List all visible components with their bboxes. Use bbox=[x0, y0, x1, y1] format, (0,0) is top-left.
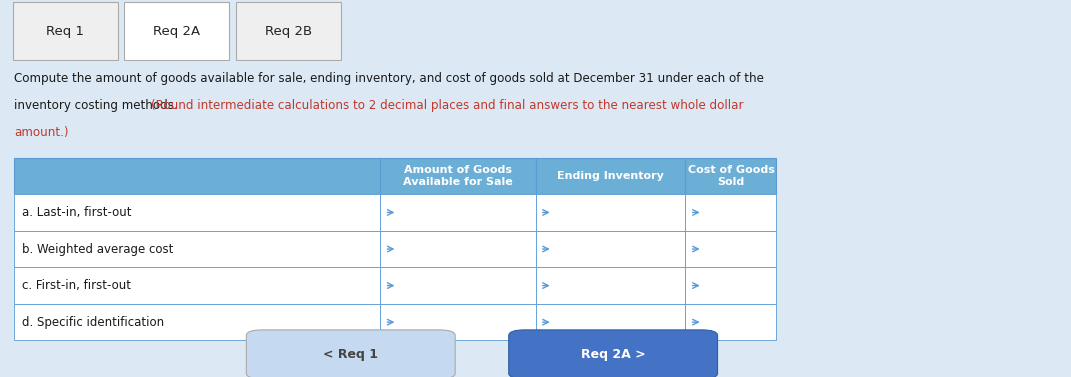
FancyBboxPatch shape bbox=[685, 158, 776, 194]
FancyBboxPatch shape bbox=[509, 330, 718, 377]
Text: Amount of Goods
Available for Sale: Amount of Goods Available for Sale bbox=[403, 165, 513, 187]
FancyBboxPatch shape bbox=[685, 267, 776, 304]
FancyBboxPatch shape bbox=[14, 304, 380, 340]
FancyBboxPatch shape bbox=[380, 194, 536, 231]
Text: Req 1: Req 1 bbox=[46, 25, 85, 38]
FancyBboxPatch shape bbox=[0, 61, 1071, 155]
Text: < Req 1: < Req 1 bbox=[323, 348, 378, 361]
FancyBboxPatch shape bbox=[236, 2, 341, 60]
Text: Cost of Goods
Sold: Cost of Goods Sold bbox=[688, 165, 774, 187]
FancyBboxPatch shape bbox=[685, 231, 776, 267]
Text: c. First-in, first-out: c. First-in, first-out bbox=[22, 279, 132, 292]
FancyBboxPatch shape bbox=[685, 194, 776, 231]
FancyBboxPatch shape bbox=[14, 231, 380, 267]
FancyBboxPatch shape bbox=[380, 231, 536, 267]
FancyBboxPatch shape bbox=[536, 194, 685, 231]
FancyBboxPatch shape bbox=[685, 304, 776, 340]
FancyBboxPatch shape bbox=[536, 231, 685, 267]
FancyBboxPatch shape bbox=[380, 267, 536, 304]
FancyBboxPatch shape bbox=[14, 158, 380, 194]
Text: b. Weighted average cost: b. Weighted average cost bbox=[22, 242, 174, 256]
Text: Req 2B: Req 2B bbox=[265, 25, 312, 38]
Text: Compute the amount of goods available for sale, ending inventory, and cost of go: Compute the amount of goods available fo… bbox=[14, 72, 764, 84]
FancyBboxPatch shape bbox=[14, 267, 380, 304]
Text: Req 2A >: Req 2A > bbox=[580, 348, 646, 361]
FancyBboxPatch shape bbox=[380, 158, 536, 194]
Text: amount.): amount.) bbox=[14, 126, 69, 139]
FancyBboxPatch shape bbox=[246, 330, 455, 377]
FancyBboxPatch shape bbox=[13, 2, 118, 60]
Text: Req 2A: Req 2A bbox=[153, 25, 200, 38]
Text: d. Specific identification: d. Specific identification bbox=[22, 316, 165, 329]
FancyBboxPatch shape bbox=[124, 2, 229, 60]
Text: a. Last-in, first-out: a. Last-in, first-out bbox=[22, 206, 132, 219]
FancyBboxPatch shape bbox=[536, 304, 685, 340]
FancyBboxPatch shape bbox=[536, 267, 685, 304]
FancyBboxPatch shape bbox=[14, 194, 380, 231]
Text: inventory costing methods.: inventory costing methods. bbox=[14, 99, 181, 112]
FancyBboxPatch shape bbox=[380, 304, 536, 340]
FancyBboxPatch shape bbox=[536, 158, 685, 194]
Text: Ending Inventory: Ending Inventory bbox=[557, 171, 664, 181]
Text: (Round intermediate calculations to 2 decimal places and final answers to the ne: (Round intermediate calculations to 2 de… bbox=[151, 99, 743, 112]
